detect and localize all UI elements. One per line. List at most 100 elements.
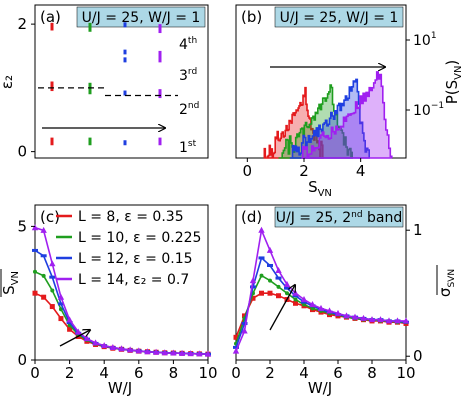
x-tick-label: 0 (243, 162, 253, 180)
panel-b-letter: (b) (241, 8, 262, 26)
x-tick-label: 4 (356, 162, 366, 180)
x-tick-label: 2 (265, 364, 275, 382)
point-purple (75, 328, 82, 335)
point-purple (334, 309, 342, 316)
point-green (276, 284, 281, 289)
point-purple (309, 301, 316, 308)
svg-text:SVN: SVN (0, 271, 21, 295)
panel-d-title: U/J = 25, 2nd band (276, 210, 402, 226)
panel-a-frame (34, 4, 209, 159)
band-label-4th: 4th (179, 36, 197, 53)
panel-b-ylabel: P(SVN) (443, 60, 463, 105)
histogram-purple (301, 71, 393, 159)
panel-c-y-ticks: 05 (17, 217, 35, 369)
point-blue (292, 294, 299, 298)
panel-a-title-box (76, 6, 206, 28)
point-green (50, 288, 55, 293)
y-tick-label: 5 (17, 217, 27, 235)
x-tick-label: 10 (198, 364, 217, 382)
point-purple (101, 342, 108, 349)
point-purple (118, 345, 125, 352)
panel-b-title-box (274, 6, 404, 28)
point-purple (317, 304, 325, 311)
x-tick-label: 4 (299, 364, 309, 382)
point-purple (187, 350, 194, 357)
point-red (233, 334, 239, 340)
x-tick-label: 0 (231, 364, 241, 382)
point-red (49, 304, 55, 310)
panel-b-xlabel: SVN (308, 178, 332, 199)
band-label-3rd: 3rd (179, 67, 197, 84)
panel-d-title-box (274, 206, 404, 228)
point-purple (92, 339, 99, 346)
point-red (259, 290, 264, 296)
series-line-purple (235, 227, 406, 352)
point-purple (343, 312, 350, 319)
x-tick-label: 2 (299, 162, 309, 180)
y-tick-label: 0 (17, 143, 27, 161)
legend-label-green: L = 10, ε = 0.225 (78, 230, 201, 246)
series-line-red (235, 292, 407, 338)
legend-label-blue: L = 12, ε = 0.15 (78, 251, 193, 267)
panel-c-lines (31, 224, 212, 357)
point-green (285, 291, 289, 296)
point-red (276, 293, 281, 299)
point-purple (368, 316, 376, 323)
point-purple (83, 335, 91, 342)
x-tick-label: 4 (99, 364, 109, 382)
panel-d-arrow (269, 285, 295, 331)
panel-b: (b) U/J = 25, W/J = 1 0 2 4 10−1 101 SVN P(… (235, 4, 463, 199)
panel-c-x-ticks: 0 2 4 6 8 10 (30, 360, 218, 382)
y-tick-label: 10−1 (413, 101, 444, 119)
point-purple (109, 343, 117, 350)
point-green (41, 273, 46, 278)
point-green (302, 302, 306, 307)
panel-a-band-labels: 1st 2nd 3rd 4th (179, 36, 199, 156)
point-purple (49, 260, 56, 267)
point-purple (66, 316, 73, 323)
point-green (58, 307, 63, 312)
panel-d-ylabel: σSVN (436, 265, 457, 297)
point-purple (196, 350, 203, 357)
panel-c-legend: L = 8, ε = 0.35 L = 10, ε = 0.225 L = 12, … (56, 209, 201, 288)
point-blue (32, 248, 38, 252)
point-purple (126, 346, 134, 353)
point-purple (385, 317, 393, 324)
point-green (293, 297, 298, 302)
point-blue (241, 321, 248, 325)
x-tick-label: 6 (333, 364, 343, 382)
series-line-blue (235, 256, 407, 348)
point-green (33, 269, 37, 274)
point-red (242, 313, 247, 319)
point-purple (144, 348, 151, 355)
legend-label-purple: L = 14, ε₂ = 0.7 (78, 272, 189, 288)
point-red (58, 316, 64, 322)
x-tick-label: 2 (65, 364, 75, 382)
panel-c-letter: (c) (40, 208, 60, 226)
point-purple (57, 293, 65, 300)
point-purple (241, 327, 248, 334)
point-blue (57, 302, 64, 306)
point-purple (232, 347, 240, 354)
panel-a-title: U/J = 25, W/J = 1 (82, 10, 201, 26)
point-red (32, 290, 38, 296)
point-blue (301, 300, 307, 304)
point-purple (161, 349, 168, 356)
panel-d-frame (235, 204, 407, 361)
point-blue (267, 263, 273, 267)
point-red (250, 295, 256, 301)
point-purple (326, 307, 333, 314)
point-green (259, 273, 264, 278)
point-purple (170, 349, 177, 356)
point-purple (275, 267, 282, 274)
panel-d-xlabel: W/J (308, 379, 332, 397)
panel-b-title: U/J = 25, W/J = 1 (280, 10, 399, 26)
panel-a-bands (38, 20, 178, 146)
point-purple (266, 246, 274, 253)
point-blue (258, 256, 265, 260)
point-green (310, 306, 315, 311)
panel-d-letter: (d) (241, 208, 262, 226)
x-tick-label: 6 (134, 364, 144, 382)
